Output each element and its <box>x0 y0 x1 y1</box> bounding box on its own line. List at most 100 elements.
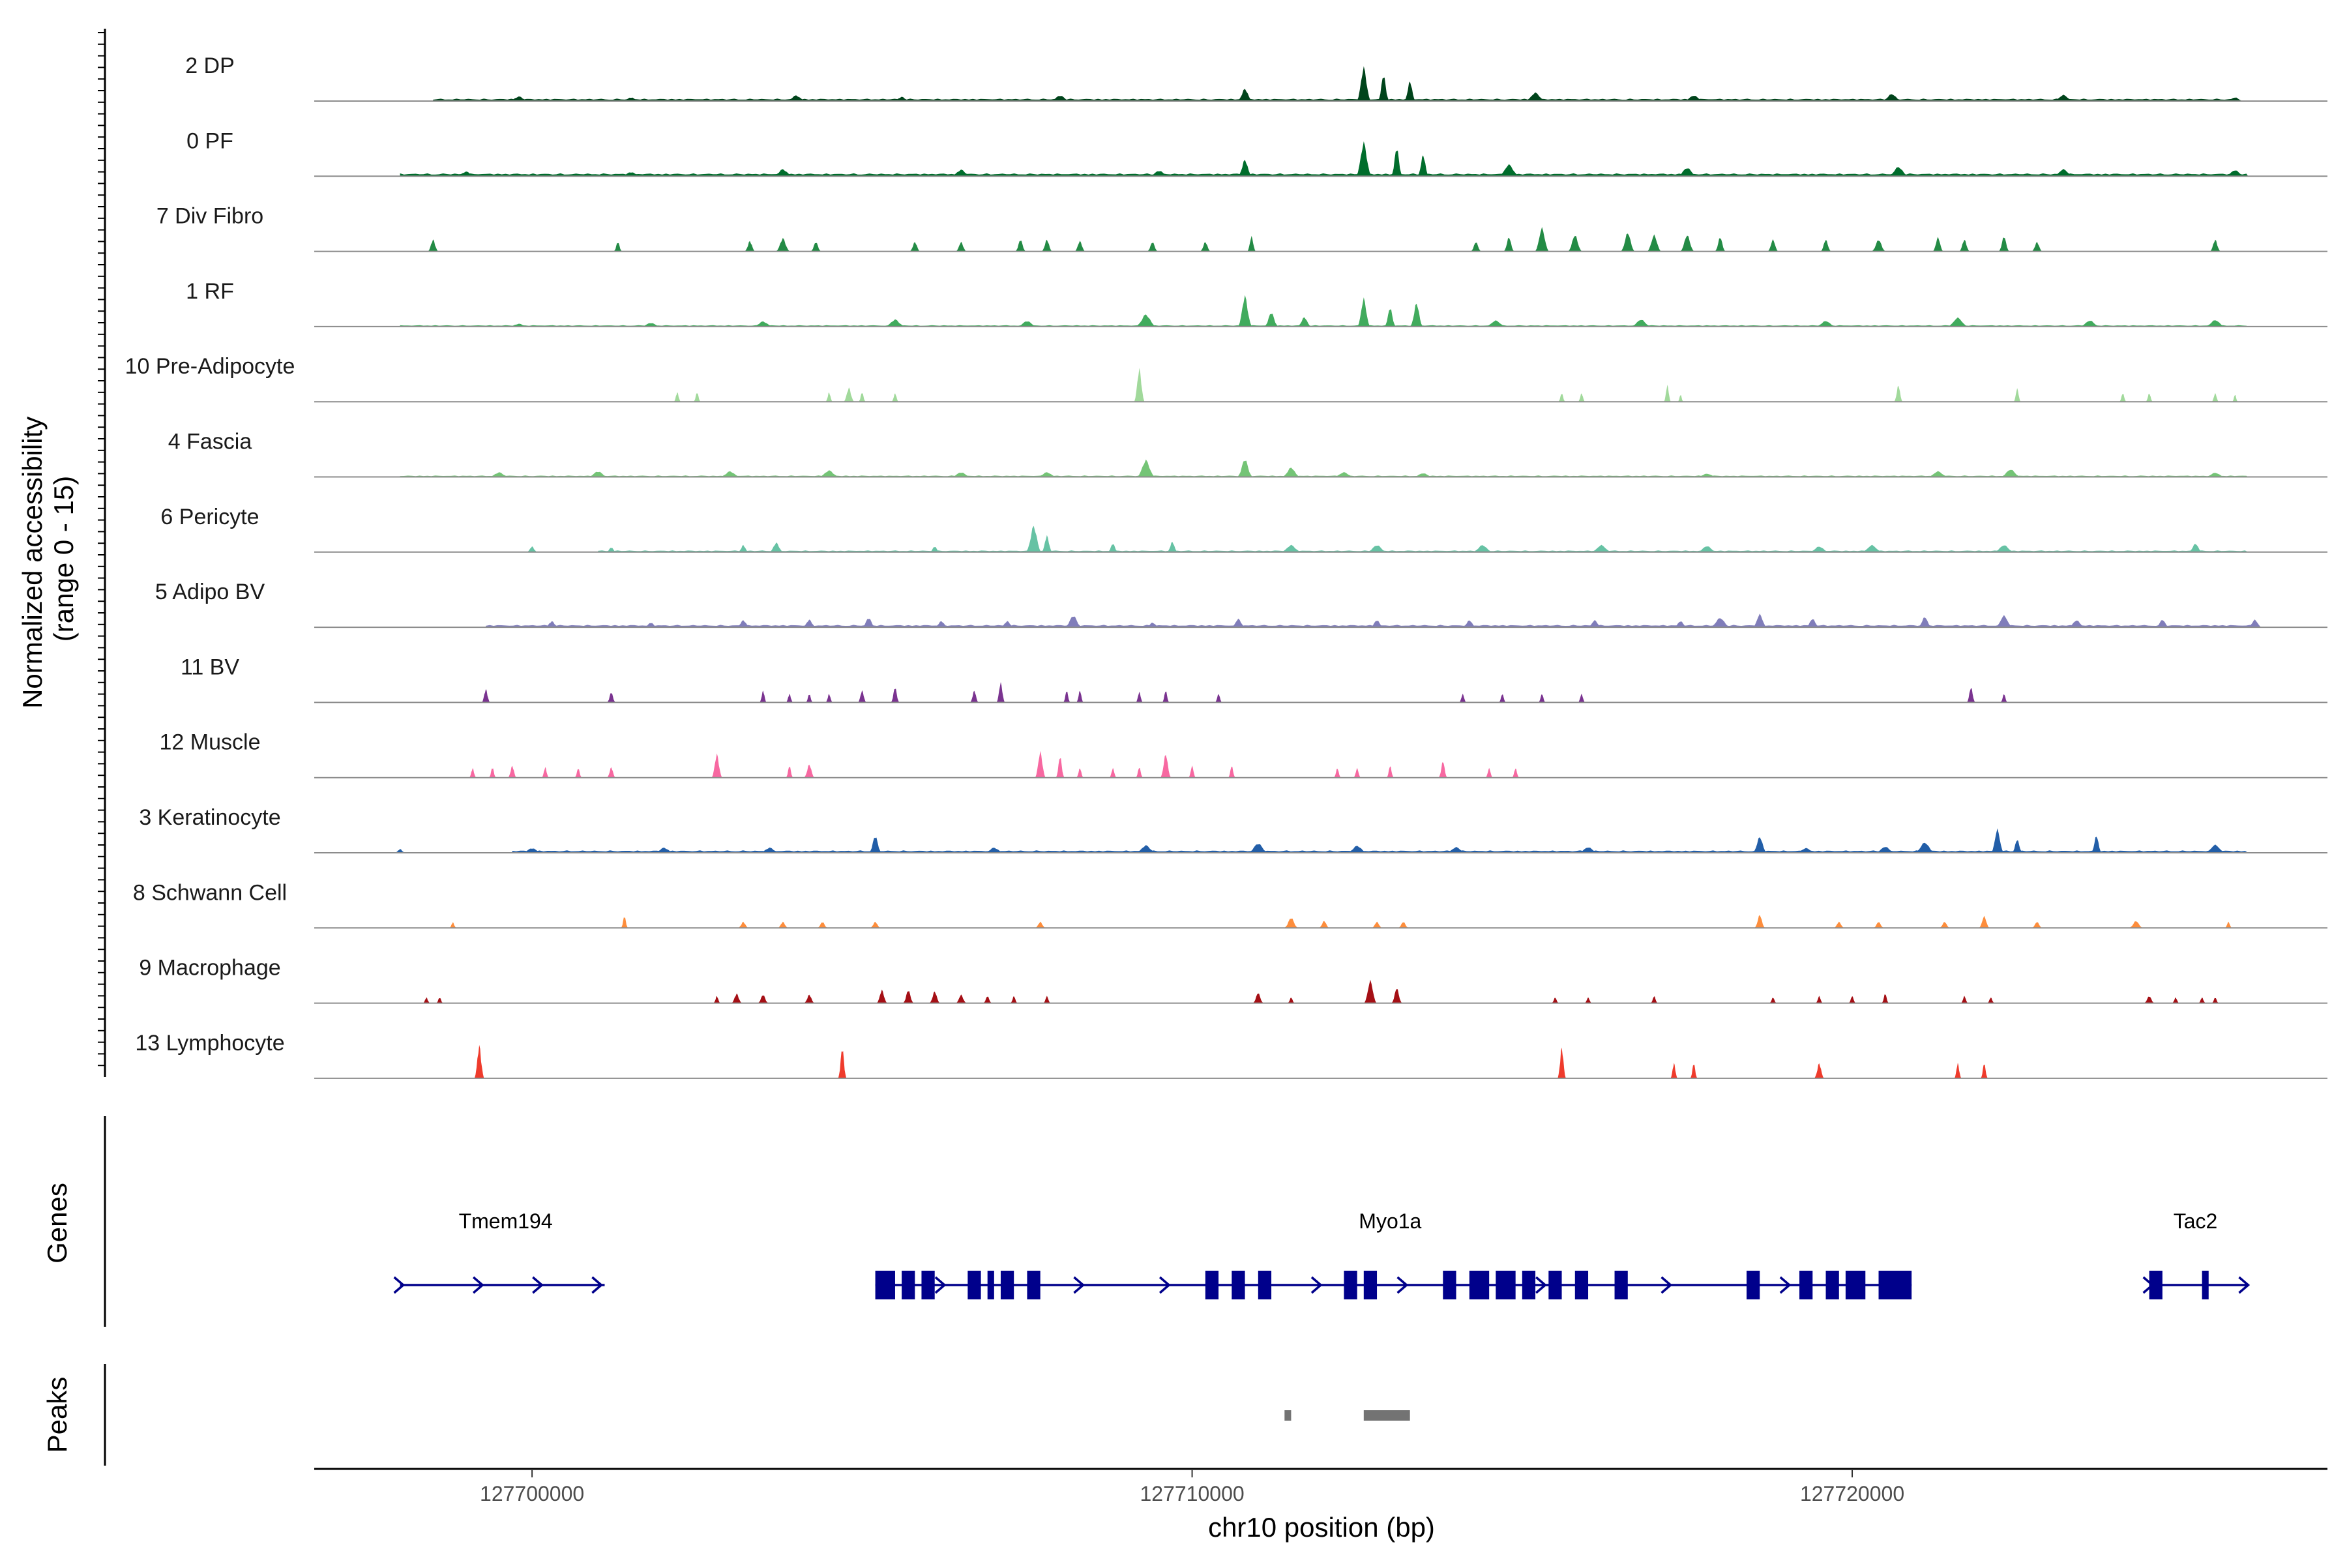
accessibility-peak <box>1011 996 1018 1003</box>
accessibility-peak <box>934 621 948 628</box>
accessibility-peak <box>469 768 477 778</box>
track-label: 8 Schwann Cell <box>133 880 287 905</box>
accessibility-peak <box>731 993 742 1003</box>
accessibility-peak <box>1882 994 1889 1003</box>
track-label: 6 Pericyte <box>160 505 259 529</box>
accessibility-peak <box>428 239 438 252</box>
accessibility-peak <box>673 392 681 402</box>
accessibility-peak <box>2211 998 2219 1003</box>
strand-arrow <box>393 1276 406 1294</box>
accessibility-peak <box>1356 141 1371 177</box>
strand-arrow <box>2238 1276 2251 1294</box>
track-label: 7 Div Fibro <box>156 204 263 229</box>
track-13: 9 Macrophage <box>139 956 2327 1004</box>
accessibility-peak <box>1677 395 1683 402</box>
accessibility-peak <box>870 921 881 928</box>
accessibility-peak <box>1065 616 1082 628</box>
accessibility-peak <box>825 392 833 402</box>
peak-region <box>1363 1410 1410 1421</box>
accessibility-peak <box>1591 544 1612 552</box>
accessibility-peak <box>753 321 773 327</box>
accessibility-peak <box>1387 766 1394 778</box>
accessibility-peak <box>713 996 720 1003</box>
accessibility-peak <box>2198 998 2206 1003</box>
accessibility-peak <box>786 694 793 703</box>
accessibility-peak <box>1710 618 1730 628</box>
accessibility-peak <box>1959 239 1970 252</box>
accessibility-peak <box>1535 227 1549 252</box>
accessibility-peak <box>1664 385 1671 402</box>
accessibility-peak <box>1372 921 1382 928</box>
accessibility-peak <box>475 1044 484 1078</box>
accessibility-peak <box>606 548 617 552</box>
accessibility-peak <box>1238 160 1252 177</box>
exon-block <box>1522 1271 1536 1299</box>
accessibility-peak <box>804 994 814 1003</box>
accessibility-peak <box>621 917 628 928</box>
accessibility-peak <box>2129 921 2143 928</box>
accessibility-peak <box>1961 996 1968 1003</box>
accessibility-peak <box>1446 847 1466 853</box>
accessibility-peak <box>1017 321 1037 327</box>
accessibility-peak <box>1237 460 1252 477</box>
accessibility-peak <box>1137 459 1155 477</box>
accessibility-peak <box>2225 170 2245 177</box>
accessibility-peak <box>1872 241 1885 252</box>
accessibility-peak <box>621 172 642 177</box>
track-label: 3 Keratinocyte <box>139 805 280 830</box>
accessibility-peak <box>1134 368 1145 402</box>
accessibility-peak <box>1398 922 1409 928</box>
accessibility-peak <box>613 243 622 252</box>
accessibility-peak <box>456 171 477 177</box>
accessibility-peak <box>1160 755 1171 778</box>
accessibility-peak <box>1391 151 1402 177</box>
accessibility-peak <box>1366 545 1387 552</box>
accessibility-peak <box>1026 525 1041 552</box>
track-label: 2 DP <box>185 53 235 78</box>
accessibility-peak <box>859 393 866 402</box>
accessibility-peak <box>720 471 740 477</box>
accessibility-peak <box>1167 542 1177 552</box>
track-12: 8 Schwann Cell <box>133 880 2327 929</box>
accessibility-peak <box>449 922 456 928</box>
peak-region <box>1284 1410 1292 1421</box>
accessibility-peak <box>1697 546 1717 552</box>
accessibility-peak <box>2144 996 2155 1003</box>
accessibility-peak <box>778 921 788 928</box>
accessibility-peak <box>1228 766 1235 778</box>
accessibility-peak <box>509 96 529 101</box>
exon-block <box>1000 1271 1014 1299</box>
exon-block <box>1443 1271 1456 1299</box>
accessibility-peak <box>1888 167 1909 177</box>
accessibility-peak <box>1683 96 1704 101</box>
accessibility-peak <box>893 96 910 101</box>
accessibility-peak <box>1076 690 1084 703</box>
track-label: 4 Fascia <box>168 430 252 454</box>
accessibility-peak <box>930 547 940 552</box>
accessibility-peak <box>891 393 898 402</box>
accessibility-peak <box>489 472 509 477</box>
accessibility-peak <box>1136 691 1143 703</box>
accessibility-peak <box>1816 996 1823 1003</box>
accessibility-peak <box>1862 544 1882 552</box>
accessibility-peak <box>2155 620 2169 628</box>
accessibility-peak <box>1647 234 1661 252</box>
accessibility-peak <box>1814 1063 1824 1078</box>
accessibility-peak <box>1806 619 1820 628</box>
accessibility-peak <box>2053 95 2074 101</box>
accessibility-peak <box>1063 692 1070 703</box>
accessibility-peak <box>1767 239 1779 252</box>
exon-block <box>1548 1271 1562 1299</box>
accessibility-peak <box>1690 1065 1698 1078</box>
accessibility-peak <box>1539 694 1546 703</box>
accessibility-peak <box>738 921 748 928</box>
accessibility-peak <box>527 546 537 552</box>
accessibility-peak <box>1404 81 1415 101</box>
track-label: 13 Lymphocyte <box>135 1031 284 1056</box>
accessibility-peak <box>1631 319 1651 327</box>
accessibility-peak <box>858 690 866 703</box>
accessibility-peak <box>2031 241 2043 252</box>
accessibility-peak <box>951 473 971 477</box>
accessibility-tracks: 2 DP 0 PF 7 Div Fibro 1 RF 10 Pre-Adipocyte 4… <box>125 53 2327 1079</box>
